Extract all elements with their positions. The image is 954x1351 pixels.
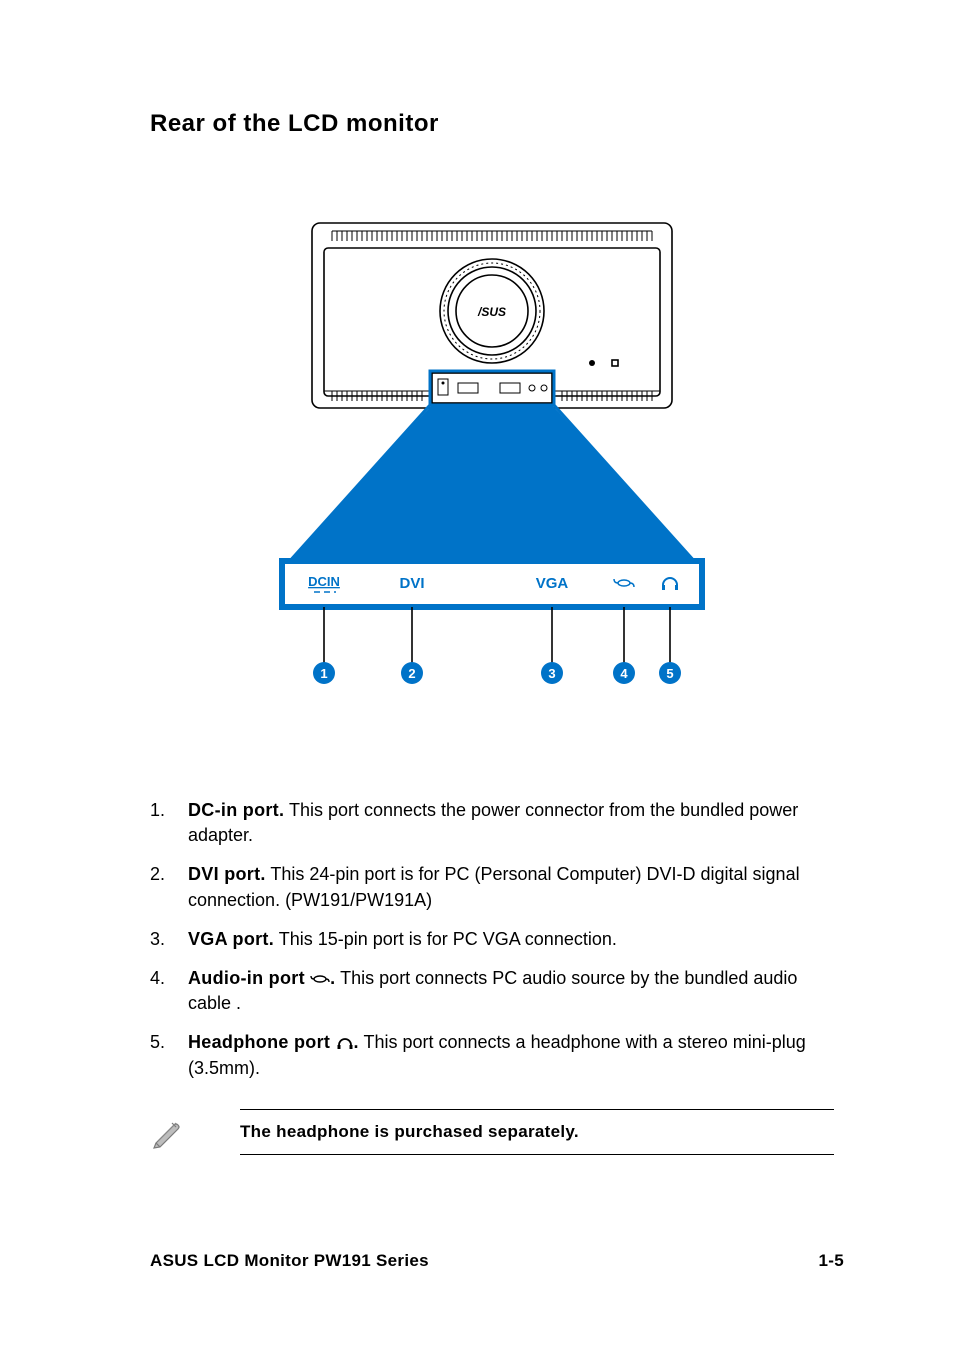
footer-right: 1-5 — [819, 1251, 844, 1271]
callout-wedge — [288, 405, 696, 561]
monitor-body: /SUS — [312, 223, 672, 408]
port-item-2: 2. DVI port. This 24-pin port is for PC … — [150, 862, 834, 912]
svg-text:2: 2 — [408, 666, 415, 681]
port-item-1: 1. DC-in port. This port connects the po… — [150, 798, 834, 848]
section-heading: Rear of the LCD monitor — [150, 110, 834, 138]
svg-text:4: 4 — [620, 666, 628, 681]
audio-in-icon — [310, 972, 330, 986]
brand-logo: /SUS — [477, 305, 506, 319]
footer-left: ASUS LCD Monitor PW191 Series — [150, 1251, 429, 1271]
port-item-3: 3. VGA port. This 15-pin port is for PC … — [150, 927, 834, 952]
pencil-note-icon — [150, 1109, 240, 1154]
monitor-rear-diagram: /SUS — [252, 193, 732, 708]
svg-text:1: 1 — [320, 666, 327, 681]
note-block: The headphone is purchased separately. — [150, 1109, 834, 1155]
port-label-vga: VGA — [536, 575, 569, 592]
port-panel: DCIN DVI VGA — [282, 561, 702, 607]
port-label-dcin: DCIN — [308, 574, 340, 589]
callout-numbers: 1 2 3 4 5 — [313, 662, 681, 684]
note-rule-bottom — [240, 1154, 834, 1155]
port-item-5: 5. Headphone port . This port connects a… — [150, 1030, 834, 1080]
note-text: The headphone is purchased separately. — [240, 1110, 834, 1154]
page: Rear of the LCD monitor — [0, 0, 954, 1351]
page-footer: ASUS LCD Monitor PW191 Series 1-5 — [150, 1251, 844, 1271]
headphone-icon — [336, 1036, 354, 1050]
port-descriptions: 1. DC-in port. This port connects the po… — [150, 798, 834, 1081]
svg-text:5: 5 — [666, 666, 673, 681]
port-item-4: 4. Audio-in port . This port connects PC… — [150, 966, 834, 1016]
port-label-dvi: DVI — [399, 575, 424, 592]
svg-text:3: 3 — [548, 666, 555, 681]
callout-leaders — [324, 607, 670, 663]
